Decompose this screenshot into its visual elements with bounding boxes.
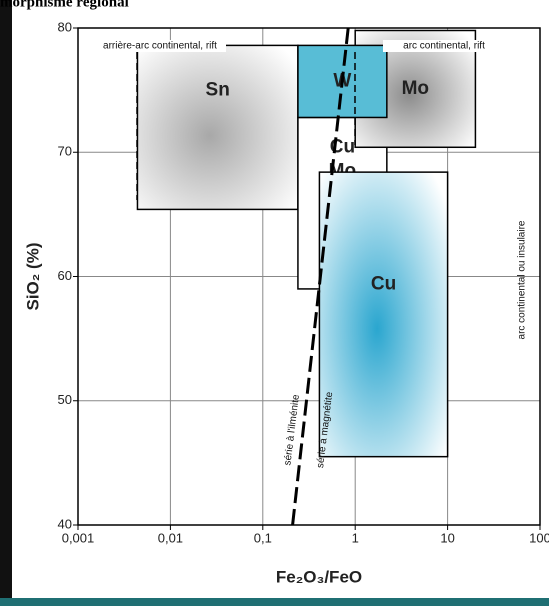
x-tick-label: 100	[529, 530, 549, 545]
annotation: arc continental ou insulaire	[517, 220, 528, 339]
region	[297, 44, 388, 119]
region-label: Sn	[206, 79, 230, 100]
annotation-bg	[94, 40, 226, 52]
annotation: arc continental, rift	[403, 41, 485, 52]
chart-title: morphisme régional	[0, 0, 129, 10]
left-border	[0, 0, 12, 606]
region-label: Mo	[402, 78, 429, 99]
plot-frame	[77, 27, 541, 526]
x-tick-label: 0,1	[254, 530, 272, 545]
region	[318, 171, 449, 458]
y-tick-label: 60	[58, 268, 72, 283]
x-tick-label: 0,001	[62, 530, 95, 545]
x-axis-label: Fe₂O₃/FeO	[276, 567, 362, 586]
x-tick-label: 1	[352, 530, 359, 545]
y-tick-label: 40	[58, 516, 72, 531]
region-label: Cu	[371, 273, 396, 294]
annotation-bg	[383, 40, 505, 52]
x-tick-label: 0,01	[158, 530, 183, 545]
annotation: arrière-arc continental, rift	[103, 41, 217, 52]
y-tick-label: 80	[58, 19, 72, 34]
x-tick-label: 10	[440, 530, 454, 545]
region	[136, 44, 299, 211]
bottom-border	[0, 598, 549, 606]
y-tick-label: 70	[58, 144, 72, 159]
boundary-line	[291, 27, 350, 526]
y-tick-label: 50	[58, 392, 72, 407]
y-axis-label: SiO₂ (%)	[23, 243, 42, 311]
